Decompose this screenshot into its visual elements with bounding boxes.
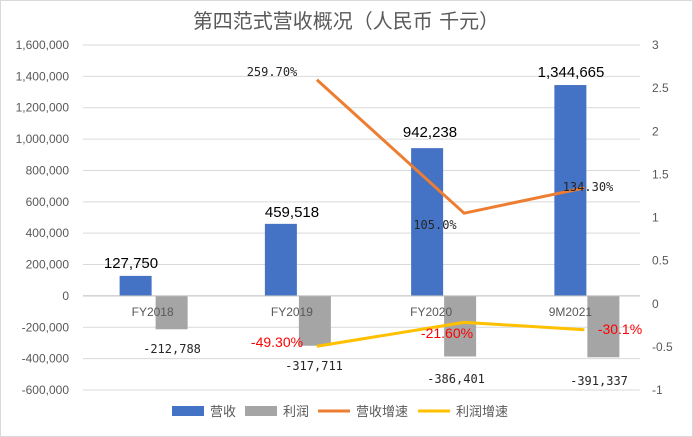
x-tick-label: FY2019 <box>271 305 313 319</box>
x-tick-label: FY2018 <box>132 305 174 319</box>
legend-label: 营收 <box>210 405 236 420</box>
legend-label: 利润 <box>283 405 309 420</box>
legend-swatch <box>172 406 204 416</box>
profit-bar-label: -317,711 <box>285 359 343 373</box>
y2-tick-label: 2 <box>652 124 659 138</box>
y2-tick-label: 0 <box>652 297 659 311</box>
revenue-bar <box>119 275 152 296</box>
y-tick-label: 200,000 <box>26 258 70 272</box>
y-tick-label: 1,600,000 <box>16 38 70 52</box>
legend: 营收 利润 营收增速 利润增速 <box>172 405 508 420</box>
revenue-bar <box>264 223 297 296</box>
revenue-bar <box>411 148 444 296</box>
profit-growth-label: -49.30% <box>251 334 303 350</box>
profit-bar <box>155 295 188 330</box>
y-tick-label: 1,000,000 <box>16 132 70 146</box>
x-tick-label: FY2020 <box>410 305 452 319</box>
y-tick-label: 1,200,000 <box>16 101 70 115</box>
y-tick-label: 400,000 <box>26 226 70 240</box>
legend-label: 利润增速 <box>456 405 508 420</box>
profit-bar-label: -391,337 <box>570 374 628 388</box>
y-tick-label: 600,000 <box>26 195 70 209</box>
profit-bar <box>298 295 331 346</box>
revenue-growth-line <box>315 78 585 215</box>
y-tick-label: -600,000 <box>22 383 70 397</box>
bars <box>119 85 620 358</box>
y-tick-label: 1,400,000 <box>16 69 70 83</box>
profit-growth-label: -30.1% <box>598 321 642 337</box>
legend-swatch <box>245 406 277 416</box>
revenue-bar-label: 127,750 <box>104 255 158 272</box>
data-labels: 127,750 459,518 942,238 1,344,665 -212,788 -3… <box>104 64 642 388</box>
profit-bar <box>587 295 620 358</box>
x-tick-label: 9M2021 <box>549 305 593 319</box>
revenue-bar-label: 459,518 <box>265 204 319 221</box>
y-tick-label: -200,000 <box>22 320 70 334</box>
legend-label: 营收增速 <box>356 405 408 420</box>
revenue-growth-label: 134.30% <box>563 180 614 194</box>
revenue-growth-label: 259.70% <box>247 65 298 79</box>
lines <box>315 78 585 348</box>
profit-bar-label: -386,401 <box>427 372 485 386</box>
y2-tick-label: 2.5 <box>652 81 669 95</box>
y2-tick-label: 3 <box>652 38 659 52</box>
y2-tick-label: 0.5 <box>652 254 669 268</box>
y-tick-label: -400,000 <box>22 352 70 366</box>
y2-tick-label: -1 <box>652 383 663 397</box>
revenue-bar-label: 1,344,665 <box>538 64 605 81</box>
y-tick-label: 0 <box>62 289 69 303</box>
chart-title: 第四范式营收概况（人民币 千元） <box>193 9 499 33</box>
profit-growth-label: -21.60% <box>421 325 473 341</box>
revenue-growth-label: 105.0% <box>413 218 457 232</box>
profit-bar-label: -212,788 <box>143 342 201 356</box>
y2-tick-label: 1 <box>652 211 659 225</box>
axes: 1,600,000 1,400,000 1,200,000 1,000,000 800,… <box>16 38 673 397</box>
y2-tick-label: -0.5 <box>652 340 673 354</box>
y-tick-label: 800,000 <box>26 163 70 177</box>
revenue-bar-label: 942,238 <box>403 124 457 141</box>
y2-tick-label: 1.5 <box>652 167 669 181</box>
profit-growth-line <box>316 320 585 348</box>
